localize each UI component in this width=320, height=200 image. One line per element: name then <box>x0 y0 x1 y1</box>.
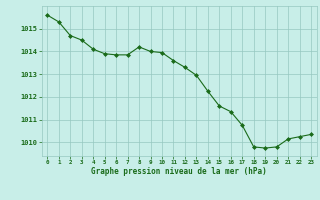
X-axis label: Graphe pression niveau de la mer (hPa): Graphe pression niveau de la mer (hPa) <box>91 167 267 176</box>
